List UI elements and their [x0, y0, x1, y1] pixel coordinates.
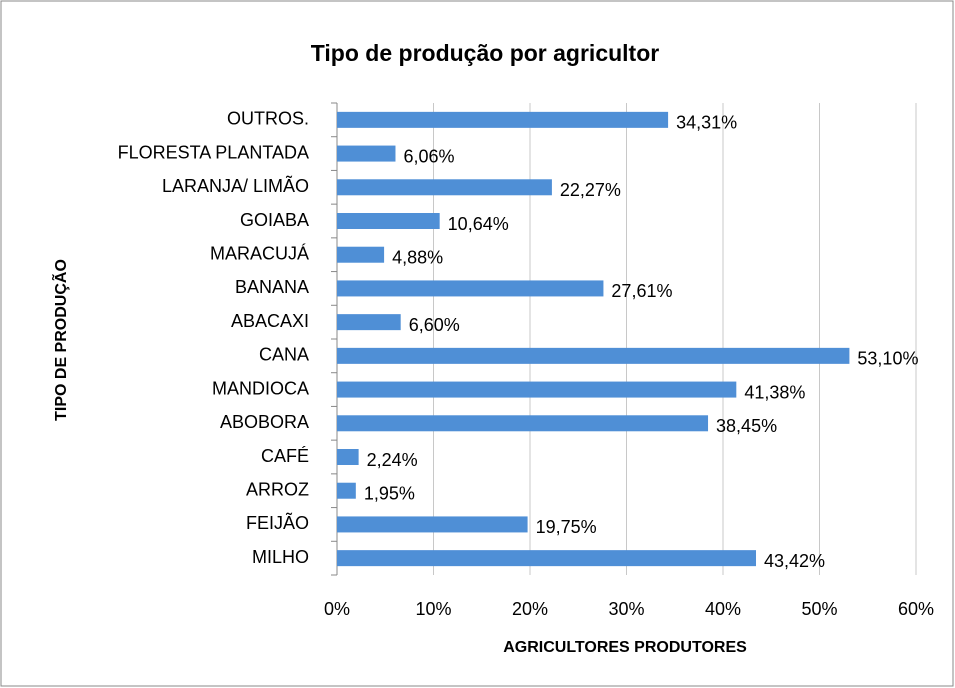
y-tick-label: LARANJA/ LIMÃO — [162, 175, 309, 196]
y-tick-label: ARROZ — [246, 479, 309, 499]
y-tick-label: BANANA — [235, 277, 309, 297]
value-label: 34,31% — [676, 113, 737, 133]
y-tick-label: MARACUJÁ — [210, 243, 309, 263]
y-tick-label: ABACAXI — [231, 311, 309, 331]
bar — [337, 381, 737, 398]
y-tick-label: FLORESTA PLANTADA — [118, 142, 309, 162]
bar — [337, 550, 757, 567]
bar — [337, 347, 850, 364]
bar — [337, 111, 669, 128]
y-axis-label: TIPO DE PRODUÇÃO — [50, 259, 70, 421]
x-tick-label: 60% — [898, 599, 934, 619]
value-label: 6,06% — [403, 146, 454, 166]
x-tick-label: 40% — [705, 599, 741, 619]
value-label: 53,10% — [857, 349, 918, 369]
bar — [337, 213, 440, 229]
y-tick-label: ABOBORA — [220, 412, 309, 432]
bar — [337, 415, 709, 432]
value-label: 19,75% — [536, 517, 597, 537]
bar — [337, 246, 385, 263]
x-tick-label: 20% — [512, 599, 548, 619]
bar — [337, 145, 396, 162]
chart-title: Tipo de produção por agricultor — [311, 40, 659, 66]
value-label: 10,64% — [448, 214, 509, 234]
value-label: 38,45% — [716, 416, 777, 436]
y-tick-label: MANDIOCA — [212, 378, 309, 398]
value-label: 27,61% — [611, 281, 672, 301]
bar — [337, 449, 359, 465]
y-tick-label: CANA — [259, 345, 309, 365]
value-label: 43,42% — [764, 551, 825, 571]
y-tick-label: GOIABA — [240, 210, 309, 230]
y-tick-label: OUTROS. — [227, 109, 309, 129]
y-tick-label: CAFÉ — [261, 446, 309, 466]
value-label: 4,88% — [392, 247, 443, 267]
x-tick-label: 10% — [415, 599, 451, 619]
value-label: 2,24% — [367, 450, 418, 470]
value-label: 6,60% — [409, 315, 460, 335]
x-tick-label: 0% — [324, 599, 350, 619]
y-tick-label: MILHO — [252, 547, 309, 567]
x-tick-label: 50% — [801, 599, 837, 619]
x-tick-label: 30% — [608, 599, 644, 619]
y-tick-label: FEIJÃO — [246, 512, 309, 533]
value-label: 41,38% — [744, 382, 805, 402]
value-label: 22,27% — [560, 180, 621, 200]
bar — [337, 314, 401, 331]
bar — [337, 280, 604, 297]
x-axis-label: AGRICULTORES PRODUTORES — [503, 639, 747, 656]
bar — [337, 482, 356, 499]
value-label: 1,95% — [364, 483, 415, 503]
bar — [337, 516, 528, 533]
bar — [337, 179, 552, 196]
